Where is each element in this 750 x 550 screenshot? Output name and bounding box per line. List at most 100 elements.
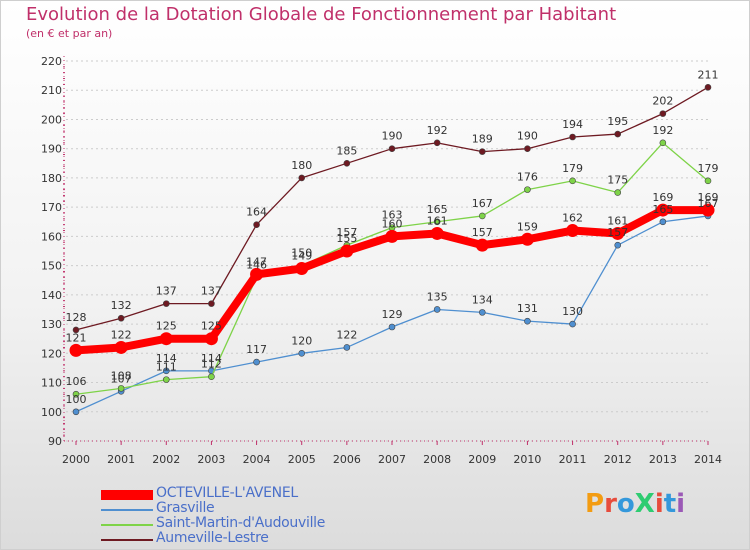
logo-letter: i xyxy=(676,489,686,519)
data-label: 195 xyxy=(607,115,628,128)
data-point xyxy=(614,130,622,138)
data-label: 192 xyxy=(427,124,448,137)
y-tick-label: 100 xyxy=(41,406,62,419)
data-point xyxy=(524,186,531,193)
data-point xyxy=(162,367,170,375)
data-point xyxy=(388,145,396,152)
data-label: 137 xyxy=(201,285,222,298)
data-label: 134 xyxy=(472,293,493,306)
legend-swatch xyxy=(101,532,153,547)
data-label: 202 xyxy=(652,95,673,108)
data-label: 189 xyxy=(472,133,493,146)
data-point xyxy=(566,224,580,238)
data-point xyxy=(704,177,712,185)
data-point xyxy=(569,177,576,185)
data-label: 211 xyxy=(698,68,719,81)
logo-letter: i xyxy=(654,489,664,519)
data-point xyxy=(524,145,531,152)
x-tick-label: 2006 xyxy=(333,453,361,466)
y-tick-label: 110 xyxy=(41,377,62,390)
data-label: 114 xyxy=(156,352,177,365)
data-label: 160 xyxy=(382,217,403,230)
y-tick-label: 160 xyxy=(41,230,62,243)
data-label: 121 xyxy=(66,331,87,344)
x-tick-label: 2001 xyxy=(107,453,135,466)
data-label: 167 xyxy=(698,197,719,210)
logo-letter: r xyxy=(604,489,617,519)
x-tick-label: 2013 xyxy=(649,453,677,466)
x-tick-label: 2012 xyxy=(604,453,632,466)
data-point xyxy=(162,300,170,307)
data-point xyxy=(478,212,486,220)
data-label: 137 xyxy=(156,285,177,298)
data-label: 130 xyxy=(562,305,583,318)
data-label: 150 xyxy=(291,247,312,260)
data-point xyxy=(430,226,444,240)
chart-title: Evolution de la Dotation Globale de Fonc… xyxy=(26,4,617,25)
data-label: 106 xyxy=(66,375,87,388)
data-point xyxy=(388,323,396,331)
y-tick-label: 150 xyxy=(41,260,62,273)
data-point xyxy=(162,376,170,383)
data-point xyxy=(433,139,441,147)
y-tick-label: 200 xyxy=(41,113,62,126)
data-label: 157 xyxy=(607,226,628,239)
data-label: 167 xyxy=(472,197,493,210)
data-label: 122 xyxy=(336,328,357,341)
data-label: 149 xyxy=(291,250,312,263)
y-tick-label: 220 xyxy=(41,55,62,68)
data-label: 135 xyxy=(427,290,448,303)
data-label: 146 xyxy=(246,258,267,271)
legend-label: Aumeville-Lestre xyxy=(156,530,269,546)
data-label: 165 xyxy=(652,203,673,216)
data-label: 161 xyxy=(607,214,628,227)
data-label: 165 xyxy=(427,203,448,216)
data-point xyxy=(117,385,125,392)
legend-swatch xyxy=(101,517,153,532)
data-label: 163 xyxy=(382,209,403,222)
data-label: 147 xyxy=(246,255,267,268)
data-point xyxy=(159,332,173,346)
logo-letter: o xyxy=(616,489,635,519)
legend-label: Grasville xyxy=(156,500,215,516)
x-tick-label: 2011 xyxy=(559,453,587,466)
data-point xyxy=(478,148,486,155)
data-label: 185 xyxy=(336,144,357,157)
y-tick-label: 190 xyxy=(41,143,62,156)
data-label: 108 xyxy=(111,369,132,382)
data-point xyxy=(72,390,80,398)
data-label: 117 xyxy=(246,343,267,356)
x-tick-label: 2005 xyxy=(288,453,316,466)
logo-letter: t xyxy=(663,489,677,519)
data-label: 190 xyxy=(382,130,403,143)
data-point xyxy=(569,133,576,141)
data-point xyxy=(343,160,351,167)
data-point xyxy=(475,238,489,252)
data-label: 125 xyxy=(156,320,177,333)
y-tick-label: 120 xyxy=(41,347,62,360)
data-label: 157 xyxy=(472,226,493,239)
data-label: 192 xyxy=(652,124,673,137)
data-label: 114 xyxy=(201,352,222,365)
x-tick-label: 2014 xyxy=(694,453,722,466)
legend-swatch xyxy=(101,487,153,502)
logo-letter: P xyxy=(585,489,605,519)
data-point xyxy=(611,226,625,240)
data-label: 112 xyxy=(201,358,222,371)
data-label: 120 xyxy=(291,334,312,347)
data-label: 132 xyxy=(111,299,132,312)
data-point xyxy=(72,408,80,416)
data-label: 155 xyxy=(336,232,357,245)
data-point xyxy=(478,309,486,316)
data-label: 125 xyxy=(201,320,222,333)
data-label: 169 xyxy=(698,191,719,204)
data-label: 179 xyxy=(698,162,719,175)
data-label: 157 xyxy=(336,226,357,239)
data-point xyxy=(298,174,306,182)
data-label: 111 xyxy=(156,361,177,374)
data-point xyxy=(520,232,534,246)
data-label: 175 xyxy=(607,174,628,187)
x-tick-label: 2008 xyxy=(423,453,451,466)
data-point xyxy=(659,139,667,147)
